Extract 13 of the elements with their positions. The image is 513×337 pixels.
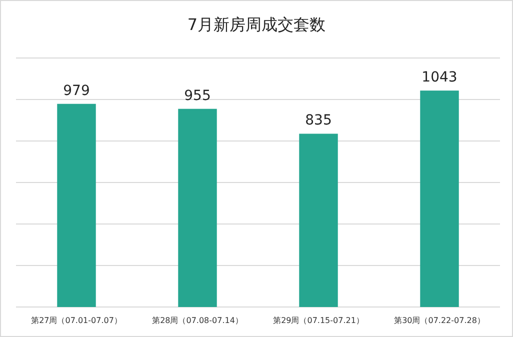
bar [57, 104, 96, 307]
bar [299, 134, 338, 307]
bar [178, 108, 217, 307]
x-tick-label: 第30周（07.22-07.28） [394, 316, 485, 325]
bar [420, 90, 459, 307]
x-tick-label: 第27周（07.01-07.07） [31, 316, 122, 325]
x-tick-label: 第29周（07.15-07.21） [273, 316, 364, 325]
data-label: 955 [184, 88, 211, 104]
data-label: 1043 [422, 70, 458, 86]
x-tick-label: 第28周（07.08-07.14） [152, 316, 243, 325]
chart-title: 7月新房周成交套数 [187, 15, 326, 34]
data-label: 979 [63, 82, 90, 99]
data-label: 835 [305, 112, 332, 129]
